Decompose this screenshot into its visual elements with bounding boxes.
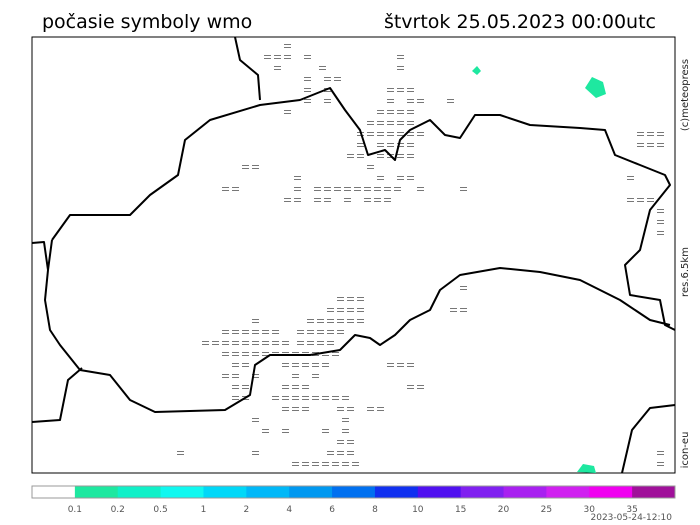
legend-label: 20 <box>498 505 510 515</box>
border <box>621 404 676 474</box>
precip-spots <box>472 66 606 473</box>
legend-swatch <box>632 486 676 498</box>
model: icon-eu <box>680 432 691 469</box>
legend-label: 10 <box>412 505 424 515</box>
legend-label: 4 <box>286 505 292 515</box>
legend-swatch <box>332 486 376 498</box>
legend-swatch <box>160 486 204 498</box>
country-border <box>44 87 676 413</box>
border <box>31 367 83 423</box>
fog-symbols <box>177 44 664 466</box>
legend-swatch <box>460 486 505 498</box>
legend-swatch <box>203 486 247 498</box>
legend-label: 6 <box>329 505 335 515</box>
datetime: štvrtok 25.05.2023 00:00utc <box>384 11 656 33</box>
legend-label: 2 <box>243 505 249 515</box>
legend-swatch <box>589 486 633 498</box>
legend-label: 30 <box>584 505 596 515</box>
legend-label: 0.2 <box>111 505 125 515</box>
legend-swatch <box>289 486 333 498</box>
legend-swatch <box>374 486 419 498</box>
legend-label: 0.1 <box>68 505 82 515</box>
legend-swatch <box>417 486 462 498</box>
legend-swatch <box>74 486 119 498</box>
legend-swatch <box>246 486 290 498</box>
color-legend: 0.1 0.2 0.5 1 2 4 6 8 10 15 20 25 30 35 <box>31 485 676 515</box>
legend-label: 0.5 <box>153 505 167 515</box>
legend-label: 8 <box>372 505 378 515</box>
legend-label: 1 <box>201 505 207 515</box>
legend-label: 25 <box>541 505 552 515</box>
precip-spot <box>577 464 596 473</box>
legend-frame <box>31 485 676 499</box>
legend-label: 15 <box>455 505 466 515</box>
timestamp: 2023-05-24-12:10 <box>591 513 673 523</box>
legend-swatch <box>117 486 162 498</box>
precip-spot <box>472 66 481 75</box>
copyright: (c)meteopress <box>680 59 691 131</box>
title: počasie symboly wmo <box>42 11 252 33</box>
border <box>234 36 261 101</box>
legend-swatch <box>503 486 547 498</box>
border <box>31 241 49 271</box>
map-frame <box>31 36 676 474</box>
legend-swatch <box>32 486 76 498</box>
resolution: res.6.5km <box>680 247 691 297</box>
precip-spot <box>585 77 606 98</box>
legend-swatch <box>546 486 590 498</box>
borders <box>31 36 676 474</box>
legend-label: 35 <box>626 505 637 515</box>
